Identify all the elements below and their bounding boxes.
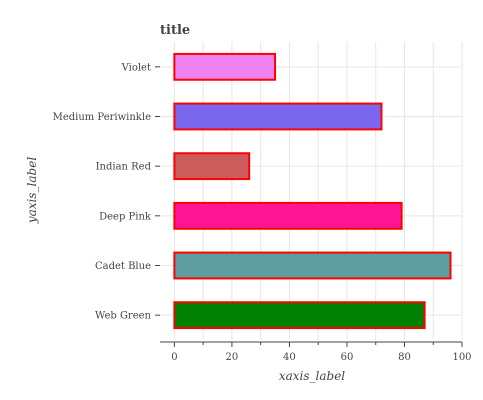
x-axis-label: xaxis_label xyxy=(279,369,345,383)
x-tick-label: 60 xyxy=(341,352,354,363)
bar-violet xyxy=(173,52,277,81)
bars xyxy=(173,52,452,330)
x-tick-label: 80 xyxy=(398,352,411,363)
x-tick-label: 20 xyxy=(226,352,239,363)
axes: 0 20 40 60 80 100 Web Green Cadet Blue Deep Pink… xyxy=(53,62,472,363)
bar-medium-periwinkle xyxy=(173,102,383,131)
chart-title: title xyxy=(160,23,190,38)
grid-lines xyxy=(160,42,463,340)
y-tick-label: Medium Periwinkle xyxy=(53,112,151,123)
bar-web-green xyxy=(173,301,426,330)
y-axis-label: yaxis_label xyxy=(25,157,39,224)
y-tick-label: Web Green xyxy=(95,311,152,322)
y-tick-label: Cadet Blue xyxy=(95,261,151,272)
y-tick-label: Deep Pink xyxy=(99,211,152,222)
bar-cadet-blue xyxy=(173,251,452,280)
x-tick-label: 40 xyxy=(283,352,296,363)
x-tick-label: 0 xyxy=(171,352,177,363)
y-tick-label: Indian Red xyxy=(96,162,152,173)
bar-indian-red xyxy=(173,152,251,181)
y-tick-label: Violet xyxy=(121,62,151,73)
bar-deep-pink xyxy=(173,201,403,230)
x-tick-label: 100 xyxy=(452,352,471,363)
